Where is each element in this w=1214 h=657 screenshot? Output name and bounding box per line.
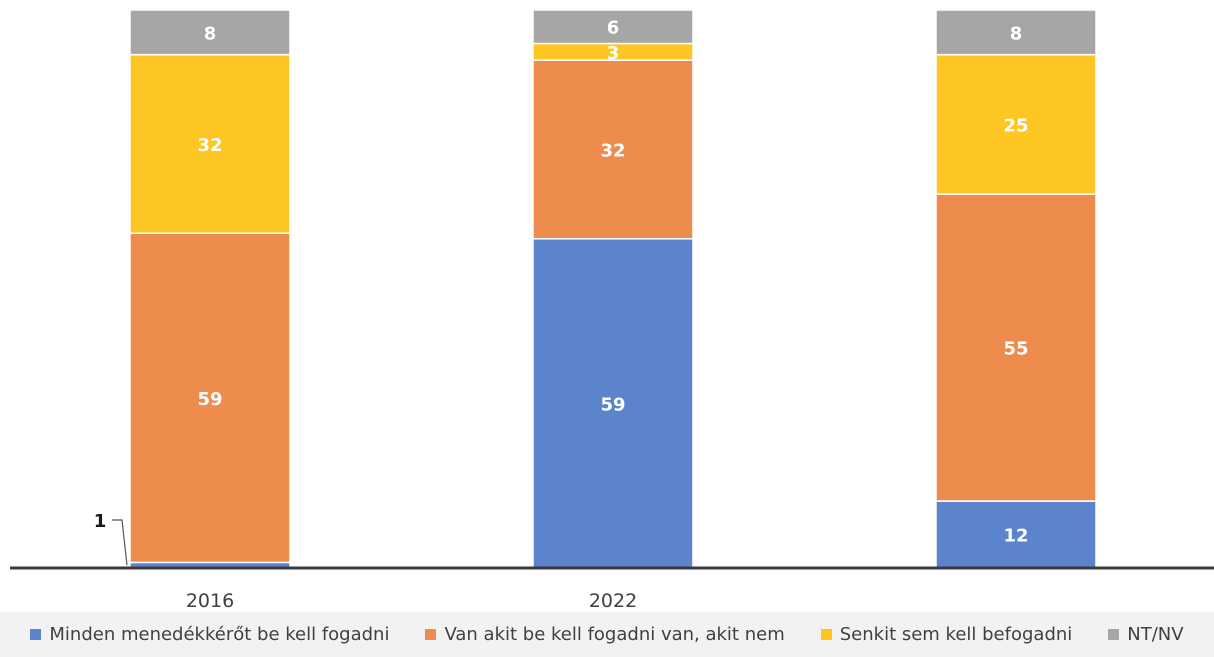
data-label-4-cat-3: 8 xyxy=(1010,23,1023,44)
data-label-4-cat-2: 6 xyxy=(607,18,620,39)
bar-segment-3-cat-3 xyxy=(935,53,1097,195)
data-label-2-cat-3: 55 xyxy=(1003,339,1028,360)
x-tick-label-1: 2016 xyxy=(186,590,234,612)
legend-label: Minden menedékkérőt be kell fogadni xyxy=(49,624,390,645)
legend-item-3: Senkit sem kell befogadni xyxy=(820,624,1073,645)
bar-segment-1-cat-2 xyxy=(532,238,694,569)
legend: Minden menedékkérőt be kell fogadni Van a… xyxy=(0,612,1214,657)
leader-line xyxy=(112,519,128,566)
data-label-1-cat-3: 12 xyxy=(1003,526,1028,547)
data-label-3-cat-2: 3 xyxy=(607,43,620,64)
data-label-3-cat-1: 32 xyxy=(197,135,222,156)
data-label-1-cat-2: 59 xyxy=(600,394,625,415)
legend-item-4: NT/NV xyxy=(1108,624,1184,645)
legend-swatch xyxy=(30,629,42,640)
legend-label: Van akit be kell fogadni van, akit nem xyxy=(444,624,785,645)
legend-swatch xyxy=(1108,629,1120,640)
legend-label: NT/NV xyxy=(1127,624,1184,645)
data-label-1-cat-1: 1 xyxy=(94,511,107,532)
bar-segment-1-cat-3 xyxy=(935,500,1097,569)
legend-item-1: Minden menedékkérőt be kell fogadni xyxy=(30,624,389,645)
bar-segment-4-cat-3 xyxy=(935,9,1097,56)
data-labels-group: 1 59 32 8 59 32 3 6 12 55 25 8 xyxy=(94,18,1029,566)
data-label-4-cat-1: 8 xyxy=(204,23,217,44)
bar-segment-2-cat-1 xyxy=(129,232,291,564)
legend-label: Senkit sem kell befogadni xyxy=(839,624,1073,645)
data-label-2-cat-1: 59 xyxy=(197,389,222,410)
bars-group xyxy=(129,9,1097,569)
data-label-2-cat-2: 32 xyxy=(600,141,625,162)
bar-segment-4-cat-1 xyxy=(129,9,291,56)
data-label-3-cat-3: 25 xyxy=(1003,115,1028,136)
legend-item-2: Van akit be kell fogadni van, akit nem xyxy=(425,624,785,645)
bar-segment-3-cat-1 xyxy=(129,53,291,234)
x-tick-labels-group: 2016 2022 xyxy=(186,590,637,612)
legend-swatch xyxy=(425,629,437,640)
legend-swatch xyxy=(820,629,832,640)
x-tick-label-2: 2022 xyxy=(589,590,637,612)
bar-segment-4-cat-2 xyxy=(532,9,694,45)
